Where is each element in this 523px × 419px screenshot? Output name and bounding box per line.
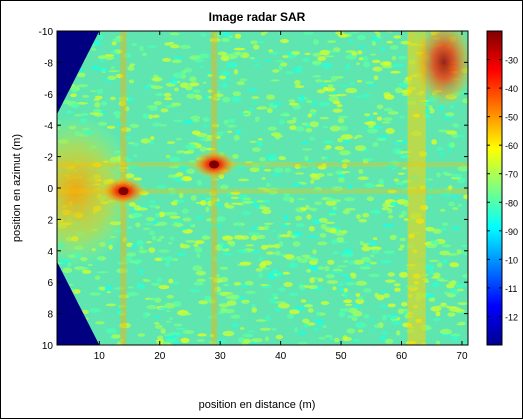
colorbar-tick-label: -90	[505, 227, 518, 237]
x-tick-label: 40	[275, 351, 287, 362]
colorbar-tick-label: -10	[505, 255, 518, 265]
target-2-range-sidelobe	[57, 162, 468, 167]
chart-title: Image radar SAR	[209, 10, 306, 24]
colorbar-gradient	[487, 31, 502, 345]
colorbar-tick-label: -30	[505, 56, 518, 66]
y-tick-label: 2	[47, 215, 53, 226]
x-tick-label: 30	[215, 351, 227, 362]
target-1-peak	[118, 187, 128, 195]
y-tick-label: 4	[47, 247, 53, 258]
y-tick-label: -6	[44, 90, 53, 101]
colorbar-tick-label: -60	[505, 141, 518, 151]
heatmap-plot-area	[15, 18, 474, 348]
x-tick-label: 50	[336, 351, 348, 362]
x-tick-label: 20	[154, 351, 166, 362]
y-tick-label: 6	[47, 278, 53, 289]
y-tick-label: 8	[47, 310, 53, 321]
y-axis-label: position en azimut (m)	[11, 134, 23, 242]
colorbar-tick-label: -12	[505, 312, 518, 322]
y-tick-label: 0	[47, 184, 53, 195]
x-tick-label: 60	[396, 351, 408, 362]
colorbar-tick-label: -80	[505, 198, 518, 208]
target-2-azimuth-sidelobe	[211, 31, 217, 345]
y-tick-label: -8	[44, 58, 53, 69]
x-tick-label: 70	[456, 351, 468, 362]
colorbar-tick-label: -11	[505, 284, 517, 294]
colorbar-tick-label: -50	[505, 113, 518, 123]
colorbar-tick-label: -70	[505, 170, 518, 180]
y-tick-label: 10	[42, 341, 54, 352]
x-tick-label: 10	[94, 351, 106, 362]
x-axis-label: position en distance (m)	[199, 399, 316, 411]
y-tick-label: -2	[44, 153, 53, 164]
colorbar-tick-label: -40	[505, 84, 518, 94]
y-tick-label: -10	[39, 27, 54, 38]
target-2-peak	[209, 160, 219, 168]
y-tick-label: -4	[44, 121, 53, 132]
